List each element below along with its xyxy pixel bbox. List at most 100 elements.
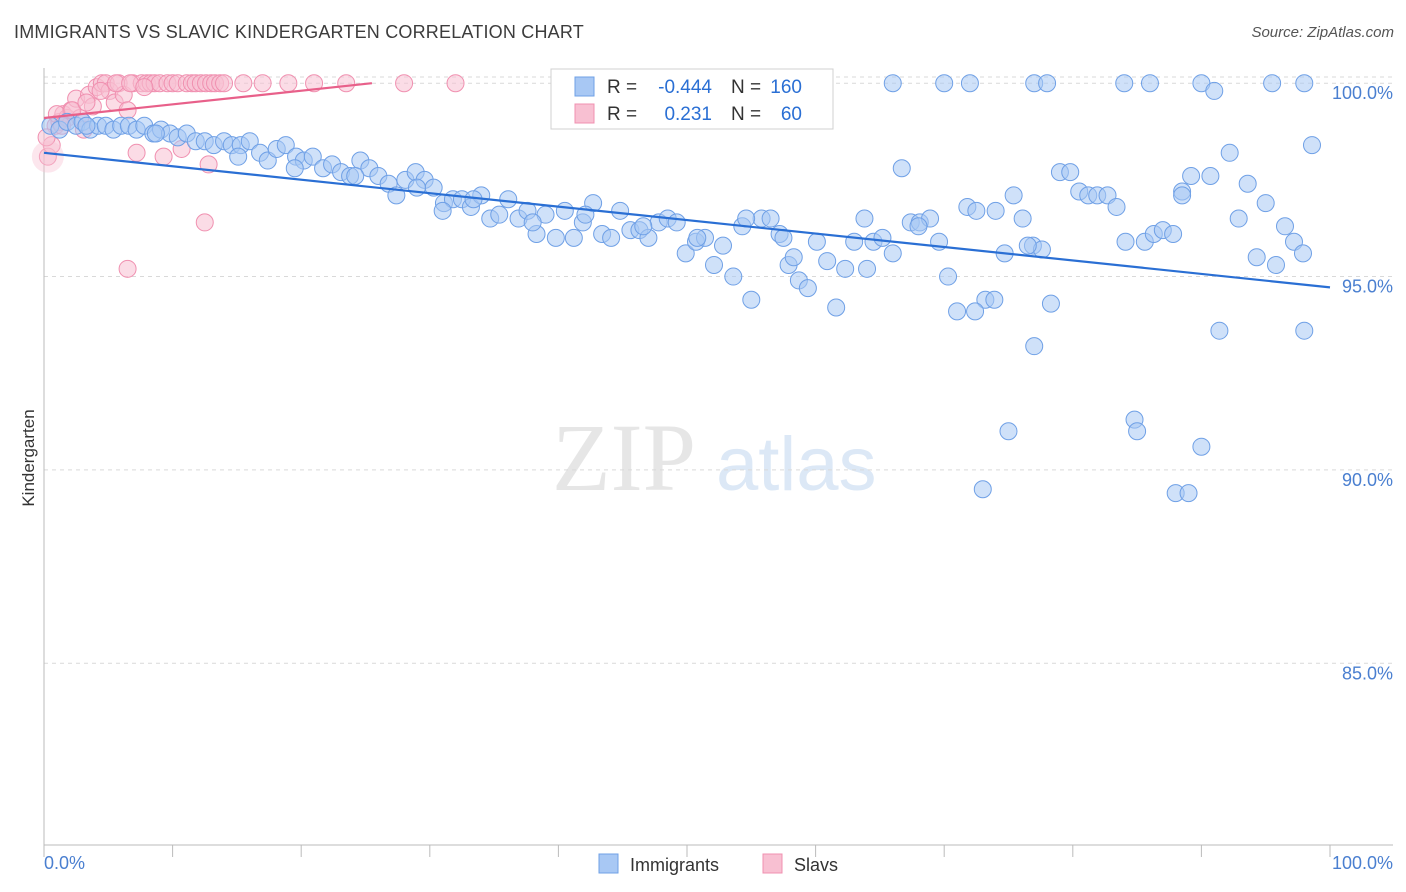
slavs-trend-line [43,82,373,120]
trend-lines [43,82,1331,289]
y-tick-label: 85.0% [1342,663,1393,683]
immigrants-point [967,201,986,220]
immigrants-point [1295,321,1314,340]
slavs-point [253,74,272,93]
immigrants-point [564,228,583,247]
legend-r-value-slavs: 0.231 [664,104,712,125]
immigrants-point [892,159,911,178]
legend-r-label-slavs: R = [607,104,637,125]
grid-lines [44,76,1393,664]
immigrants-point [240,132,259,151]
immigrants-point [146,124,165,143]
immigrants-point [667,213,686,232]
immigrants-trend-line [43,151,1331,289]
immigrants-point [1128,422,1147,441]
slavs-point [118,259,137,278]
watermark-atlas: atlas [716,422,877,507]
immigrants-point [1025,337,1044,356]
immigrants-point [611,201,630,220]
immigrants-point [1275,217,1294,236]
immigrants-point [909,217,928,236]
immigrants-point [855,209,874,228]
immigrants-point [1038,74,1057,93]
immigrants-point [1004,186,1023,205]
bottom-legend-swatch-slavs [762,853,783,874]
immigrants-point [714,236,733,255]
immigrants-point [1140,74,1159,93]
immigrants-point [1173,186,1192,205]
slavs-point [337,74,356,93]
legend-n-label-slavs: N = [731,104,761,125]
immigrants-point [1061,163,1080,182]
immigrants-point [827,298,846,317]
immigrants-point [1263,74,1282,93]
immigrants-point [1247,248,1266,267]
watermark-zip: ZIP [552,404,696,511]
watermark: ZIP atlas [552,404,877,511]
bottom-legend-immigrants: Immigrants [630,855,719,875]
immigrants-point [858,259,877,278]
immigrants-point [77,116,96,135]
slavs-point [395,74,414,93]
y-tick-label: 95.0% [1342,277,1393,297]
slavs-point [279,74,298,93]
immigrants-point [1115,74,1134,93]
immigrants-point [1179,484,1198,503]
immigrants-point [798,279,817,298]
immigrants-point [602,228,621,247]
legend-n-value-slavs: 60 [781,104,802,125]
slavs-point [195,213,214,232]
immigrants-point [966,302,985,321]
immigrants-point [229,147,248,166]
immigrants-point [807,232,826,251]
immigrants-point [774,228,793,247]
bottom-legend-swatch-immigrants [598,853,619,874]
immigrants-point [737,209,756,228]
immigrants-point [1182,167,1201,186]
immigrants-point [948,302,967,321]
legend-n-label-immigrants: N = [731,77,761,98]
immigrants-point [761,209,780,228]
immigrants-point [986,201,1005,220]
legend-box [550,68,834,130]
immigrants-point [784,248,803,267]
immigrants-point [634,217,653,236]
slavs-point [91,81,110,100]
immigrants-point [1229,209,1248,228]
y-tick-label: 100.0% [1332,83,1393,103]
immigrants-point [973,480,992,499]
immigrants-point [523,213,542,232]
immigrants-point [688,228,707,247]
immigrants-point [676,244,695,263]
slavs-point-large [31,140,64,173]
immigrants-point [1302,136,1321,155]
immigrants-series [41,74,1321,503]
immigrants-point [836,259,855,278]
immigrants-point [1201,167,1220,186]
immigrants-point [285,159,304,178]
slavs-point [234,74,253,93]
y-tick-label: 90.0% [1342,470,1393,490]
slavs-point [215,74,234,93]
x-tick-label-max: 100.0% [1332,853,1393,873]
immigrants-point [705,255,724,274]
immigrants-point [1256,194,1275,213]
immigrants-point [1107,197,1126,216]
legend-swatch-immigrants [574,76,595,97]
immigrants-point [1295,74,1314,93]
immigrants-point [555,201,574,220]
immigrants-point [1210,321,1229,340]
immigrants-point [883,244,902,263]
immigrants-point [499,190,518,209]
series-legend: Immigrants Slavs [598,853,838,875]
immigrants-point [346,167,365,186]
axes [43,68,1393,857]
immigrants-point [303,147,322,166]
immigrants-point [1164,225,1183,244]
immigrants-point [276,136,295,155]
immigrants-point [999,422,1018,441]
legend-swatch-slavs [574,103,595,124]
immigrants-point [1041,294,1060,313]
immigrants-point [960,74,979,93]
